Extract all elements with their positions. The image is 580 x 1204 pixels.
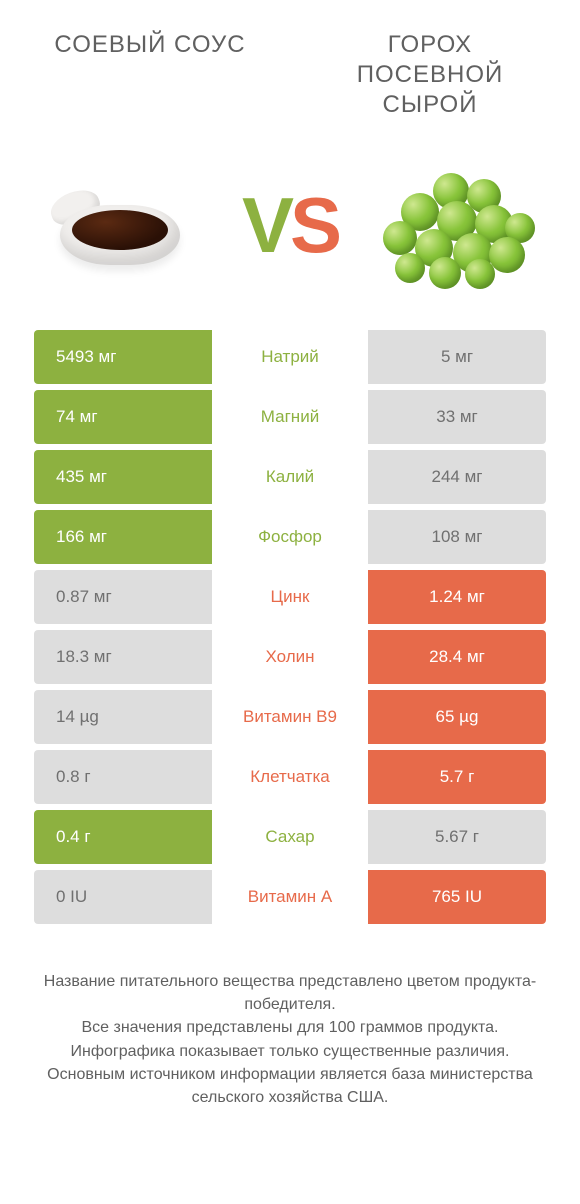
left-value: 435 мг (34, 450, 212, 504)
left-value: 0.4 г (34, 810, 212, 864)
right-value: 1.24 мг (368, 570, 546, 624)
left-value: 0 IU (34, 870, 212, 924)
table-row: 74 мгМагний33 мг (34, 390, 546, 444)
right-value: 108 мг (368, 510, 546, 564)
table-row: 18.3 мгХолин28.4 мг (34, 630, 546, 684)
soy-sauce-icon (40, 150, 210, 300)
right-value: 244 мг (368, 450, 546, 504)
nutrient-label: Холин (212, 630, 368, 684)
footer-line: Основным источником информации является … (40, 1063, 540, 1109)
table-row: 14 µgВитамин B965 µg (34, 690, 546, 744)
table-row: 435 мгКалий244 мг (34, 450, 546, 504)
right-value: 5.7 г (368, 750, 546, 804)
table-row: 0 IUВитамин A765 IU (34, 870, 546, 924)
nutrient-label: Магний (212, 390, 368, 444)
left-value: 5493 мг (34, 330, 212, 384)
footer-line: Название питательного вещества представл… (40, 970, 540, 1016)
green-peas-icon (370, 150, 540, 300)
nutrient-label: Витамин A (212, 870, 368, 924)
left-value: 14 µg (34, 690, 212, 744)
table-row: 0.8 гКлетчатка5.7 г (34, 750, 546, 804)
titles-row: СОЕВЫЙ СОУС ГОРОХ ПОСЕВНОЙ СЫРОЙ (0, 0, 580, 130)
left-value: 0.8 г (34, 750, 212, 804)
right-value: 5.67 г (368, 810, 546, 864)
right-value: 765 IU (368, 870, 546, 924)
right-value: 33 мг (368, 390, 546, 444)
left-value: 18.3 мг (34, 630, 212, 684)
nutrient-label: Калий (212, 450, 368, 504)
footer-notes: Название питательного вещества представл… (0, 930, 580, 1109)
table-row: 5493 мгНатрий5 мг (34, 330, 546, 384)
nutrient-label: Натрий (212, 330, 368, 384)
left-title: СОЕВЫЙ СОУС (40, 30, 260, 120)
nutrient-label: Фосфор (212, 510, 368, 564)
right-value: 65 µg (368, 690, 546, 744)
left-value: 166 мг (34, 510, 212, 564)
nutrient-label: Цинк (212, 570, 368, 624)
comparison-table: 5493 мгНатрий5 мг74 мгМагний33 мг435 мгК… (0, 330, 580, 924)
footer-line: Все значения представлены для 100 граммо… (40, 1016, 540, 1039)
left-value: 0.87 мг (34, 570, 212, 624)
left-value: 74 мг (34, 390, 212, 444)
images-row: VS (0, 130, 580, 330)
table-row: 0.4 гСахар5.67 г (34, 810, 546, 864)
vs-label: VS (242, 180, 338, 271)
right-title: ГОРОХ ПОСЕВНОЙ СЫРОЙ (320, 30, 540, 120)
footer-line: Инфографика показывает только существенн… (40, 1040, 540, 1063)
right-value: 28.4 мг (368, 630, 546, 684)
table-row: 0.87 мгЦинк1.24 мг (34, 570, 546, 624)
table-row: 166 мгФосфор108 мг (34, 510, 546, 564)
right-value: 5 мг (368, 330, 546, 384)
nutrient-label: Клетчатка (212, 750, 368, 804)
nutrient-label: Сахар (212, 810, 368, 864)
nutrient-label: Витамин B9 (212, 690, 368, 744)
